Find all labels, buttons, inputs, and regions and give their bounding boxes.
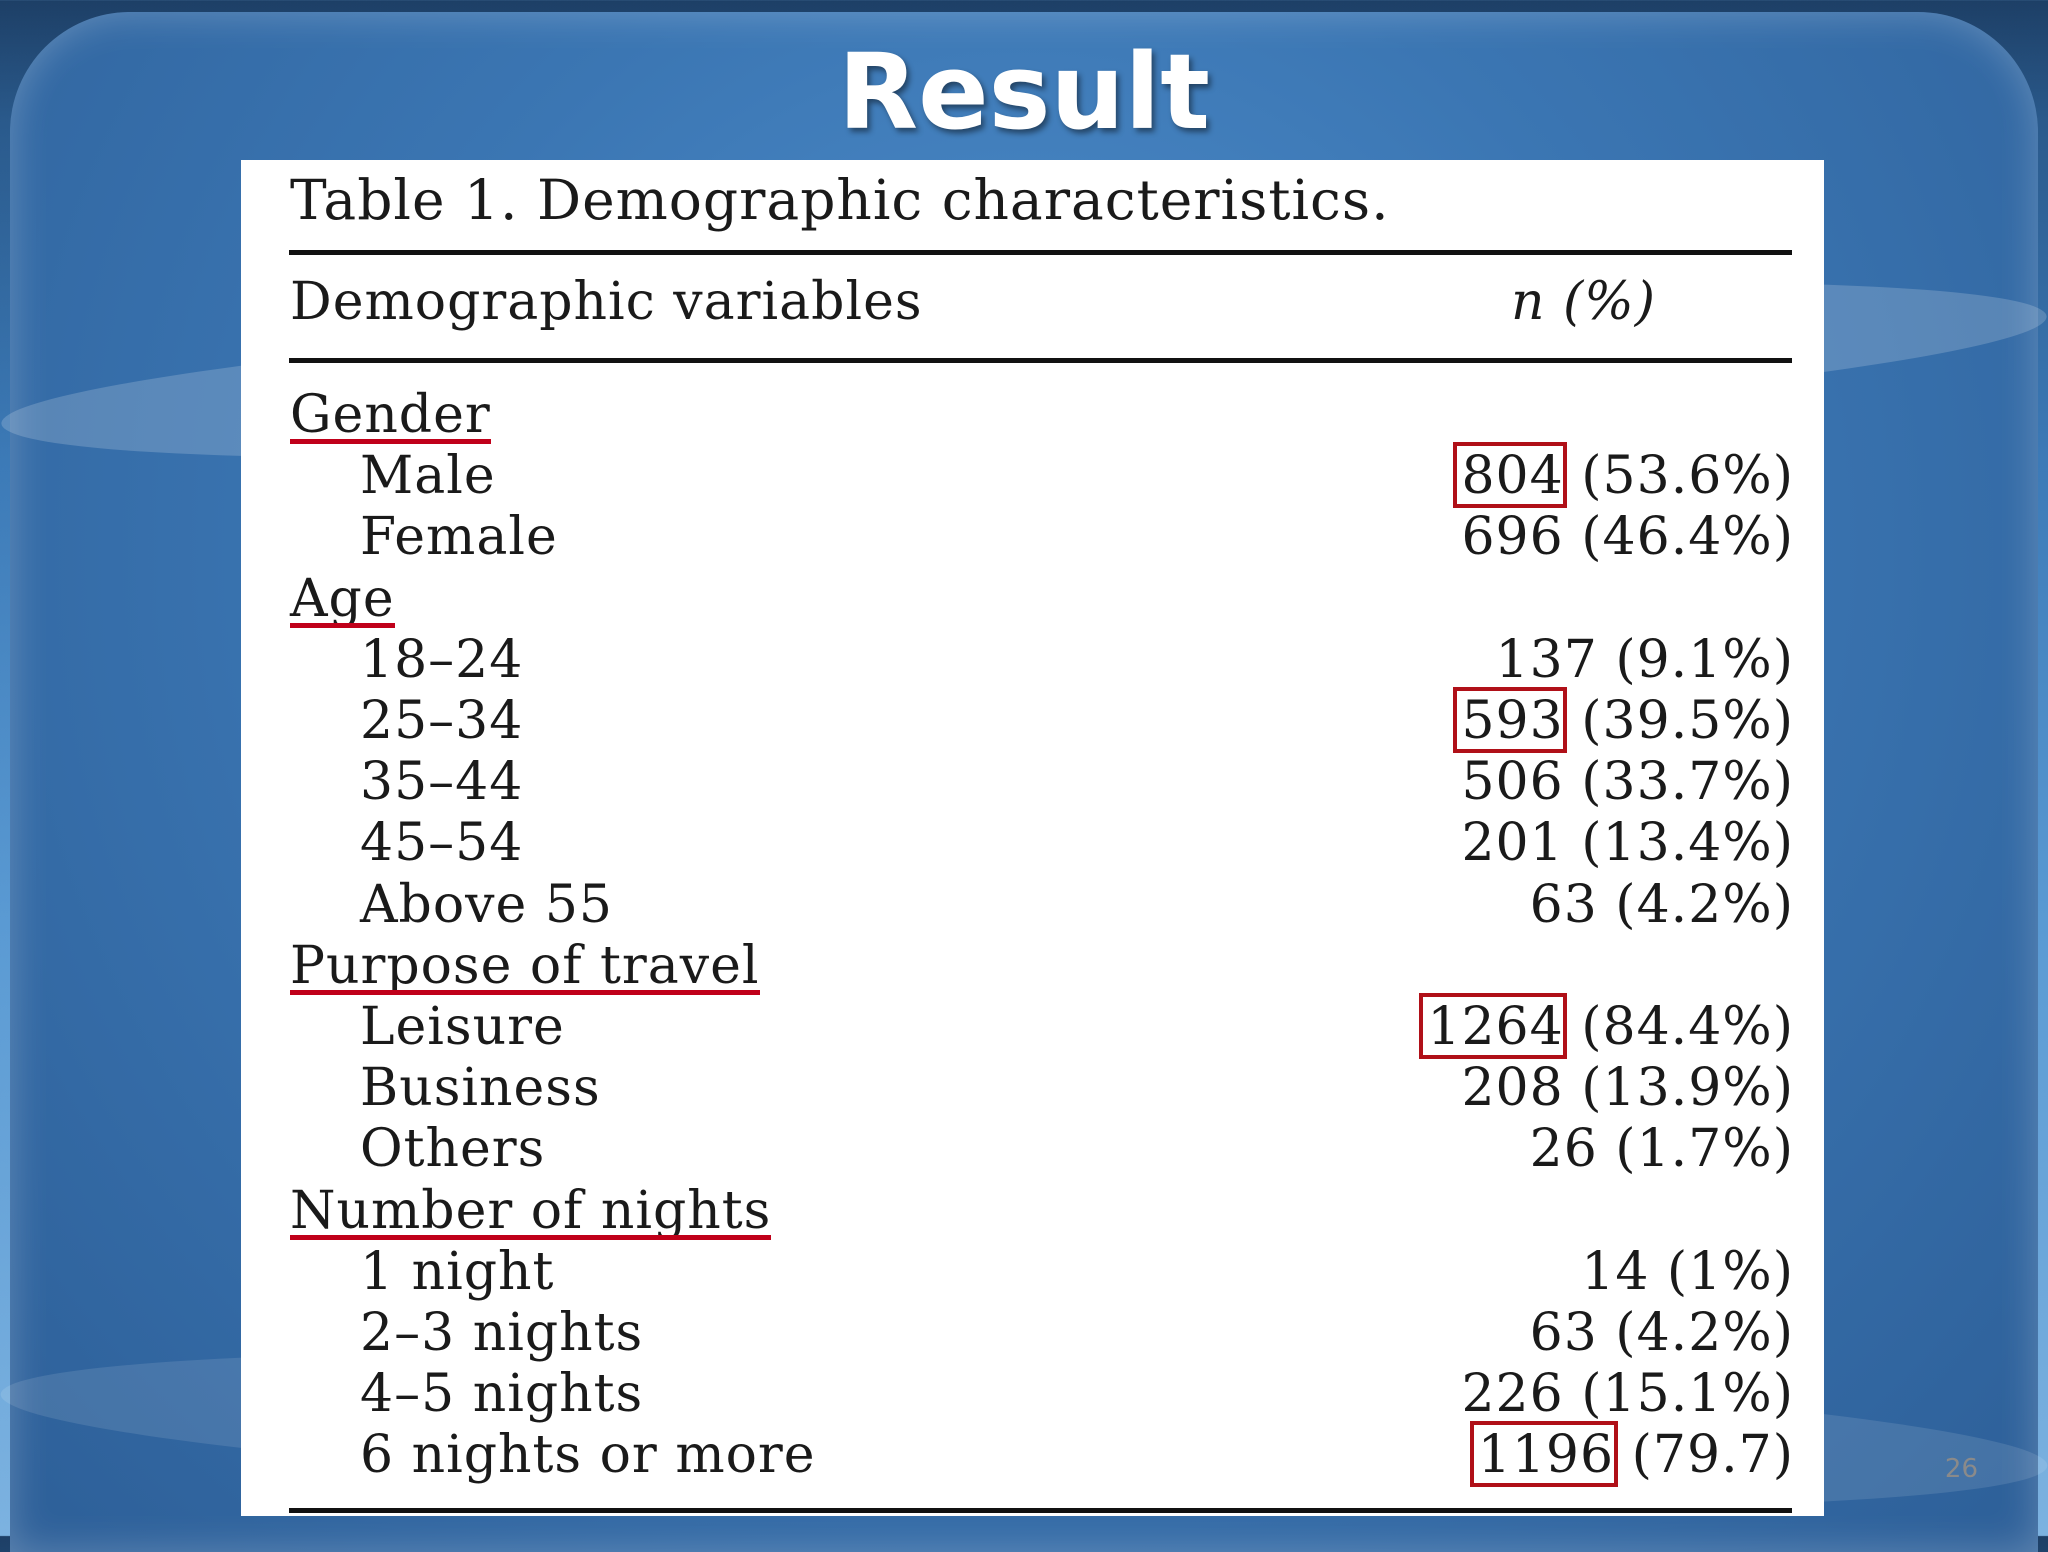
highlight-box (1470, 1421, 1618, 1488)
group-underline (290, 439, 491, 444)
row-value: 137 (9.1%) (1495, 629, 1794, 690)
table-row: 4–5 nights 226 (15.1%) (241, 1364, 1824, 1425)
group-underline (290, 1234, 771, 1240)
row-value: 14 (1%) (1581, 1241, 1794, 1302)
row-label: 6 nights or more (360, 1425, 816, 1486)
row-label: Male (360, 446, 496, 507)
table-image: Table 1. Demographic characteristics. De… (241, 160, 1824, 1516)
row-label: 45–54 (360, 813, 524, 874)
table-row: 2–3 nights 63 (4.2%) (241, 1303, 1824, 1364)
table-row: Business 208 (13.9%) (241, 1058, 1824, 1119)
table-row: 18–24 137 (9.1%) (241, 630, 1824, 691)
slide-title: Result (838, 31, 1210, 153)
table-group-header: Purpose of travel (241, 936, 1824, 997)
table-row: 1 night 14 (1%) (241, 1242, 1824, 1303)
table-row: 6 nights or more 1196 (79.7) (241, 1421, 1824, 1488)
group-label: Purpose of travel (290, 935, 760, 996)
table-row: 35–44 506 (33.7%) (241, 752, 1824, 813)
row-value: 1264 (84.4%) (1427, 997, 1794, 1057)
table-row: Others 26 (1.7%) (241, 1119, 1824, 1180)
group-label: Age (290, 568, 395, 629)
highlight-box (1453, 687, 1567, 753)
table-caption: Table 1. Demographic characteristics. (290, 168, 1390, 232)
row-value: 208 (13.9%) (1461, 1058, 1794, 1119)
row-label: 2–3 nights (360, 1303, 644, 1363)
group-label: Number of nights (290, 1180, 772, 1241)
row-label: 4–5 nights (360, 1364, 644, 1425)
row-value: 63 (4.2%) (1529, 1303, 1794, 1363)
row-label: 18–24 (360, 629, 524, 690)
row-value: 63 (4.2%) (1529, 874, 1794, 935)
row-label: 1 night (360, 1241, 555, 1302)
row-label: Business (360, 1058, 601, 1119)
row-value: 804 (53.6%) (1461, 446, 1794, 507)
table-row: Female 696 (46.4%) (241, 507, 1824, 568)
table-row: Above 55 63 (4.2%) (241, 875, 1824, 936)
row-value: 226 (15.1%) (1461, 1364, 1794, 1425)
table-bottom-rule (289, 1508, 1792, 1513)
group-label: Gender (290, 385, 491, 445)
table-top-rule (289, 250, 1792, 255)
row-label: 35–44 (360, 752, 524, 813)
page-number: 26 (1944, 1454, 1978, 1484)
column-header-variables: Demographic variables (290, 272, 923, 332)
table-row: Leisure 1264 (84.4%) (241, 993, 1824, 1059)
row-label: Others (360, 1119, 546, 1180)
table-header-rule (289, 358, 1792, 363)
row-label: Leisure (360, 997, 565, 1057)
row-label: Above 55 (360, 874, 613, 935)
row-label: 25–34 (360, 691, 524, 751)
highlight-box (1453, 442, 1567, 509)
table-row: 25–34 593 (39.5%) (241, 687, 1824, 753)
group-underline (290, 989, 760, 995)
row-value: 696 (46.4%) (1461, 507, 1794, 568)
table-row: Male 804 (53.6%) (241, 442, 1824, 509)
row-value: 506 (33.7%) (1461, 752, 1794, 813)
table-group-header: Gender (241, 385, 1824, 446)
group-underline (290, 622, 395, 628)
table-group-header: Number of nights (241, 1181, 1824, 1242)
column-header-n-percent: n (%) (1511, 272, 1657, 332)
row-value: 201 (13.4%) (1461, 813, 1794, 874)
row-value: 26 (1.7%) (1529, 1119, 1794, 1180)
highlight-box (1419, 993, 1567, 1059)
table-row: 45–54 201 (13.4%) (241, 813, 1824, 874)
row-label: Female (360, 507, 558, 568)
row-value: 593 (39.5%) (1461, 691, 1794, 751)
row-value: 1196 (79.7) (1477, 1425, 1794, 1486)
table-group-header: Age (241, 569, 1824, 630)
